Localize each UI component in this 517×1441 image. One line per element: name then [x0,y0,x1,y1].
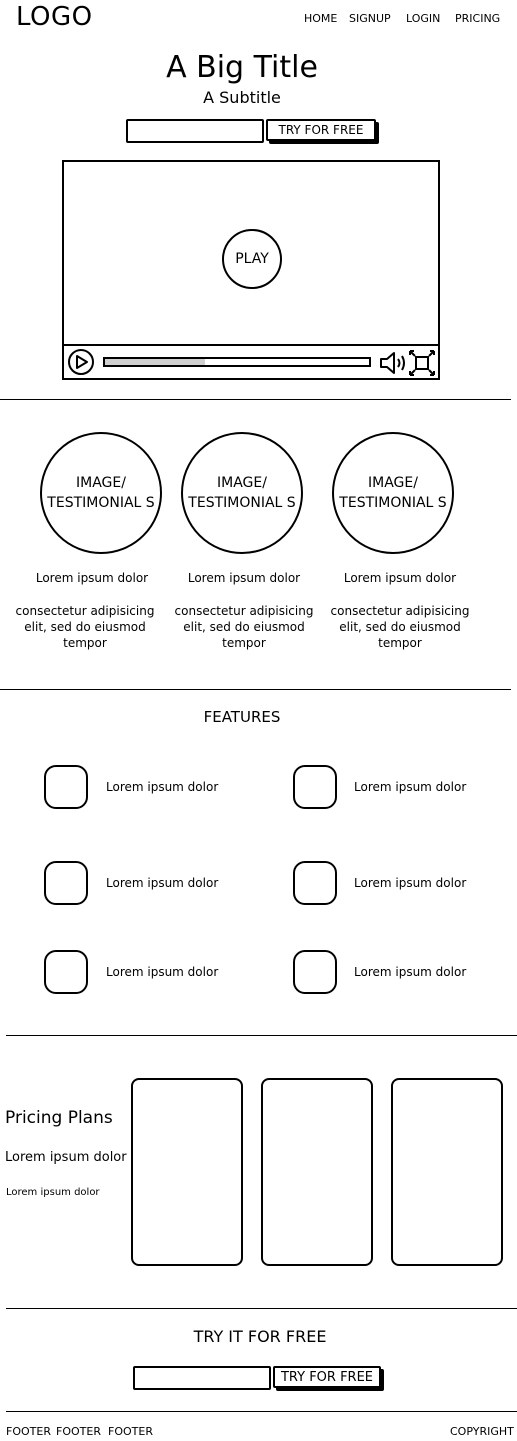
testimonial-image-2: IMAGE/ TESTIMONIAL S [181,432,303,554]
pricing-text: Lorem ipsum dolor [5,1150,127,1165]
page-title: A Big Title [166,50,318,85]
copyright: COPYRIGHT [450,1425,514,1438]
page-subtitle: A Subtitle [203,88,281,107]
video-progress-track[interactable] [103,357,371,367]
pricing-plan-card[interactable] [391,1078,503,1266]
testimonial-title-1: Lorem ipsum dolor [35,571,149,585]
footer-link-2[interactable]: FOOTER [56,1425,101,1438]
feature-label-2: Lorem ipsum dolor [354,780,467,794]
pricing-title: Pricing Plans [5,1108,113,1128]
testimonial-text-3: consectetur adipisicing elit, sed do eiu… [330,604,470,650]
footer-link-3[interactable]: FOOTER [108,1425,153,1438]
nav-signup[interactable]: SIGNUP [349,12,391,25]
section-divider [0,689,511,690]
testimonial-image-1: IMAGE/ TESTIMONIAL S [40,432,162,554]
feature-label-4: Lorem ipsum dolor [354,876,467,890]
bottom-signup-input[interactable] [133,1366,271,1390]
bottom-cta-title: TRY IT FOR FREE [193,1327,327,1346]
section-divider [6,1308,517,1309]
footer-divider [6,1411,517,1412]
testimonial-title-2: Lorem ipsum dolor [187,571,301,585]
logo[interactable]: LOGO [16,2,93,32]
testimonial-text-2: consectetur adipisicing elit, sed do eiu… [174,604,314,650]
feature-icon [44,861,88,905]
signup-input[interactable] [126,119,264,143]
video-player[interactable] [62,160,440,380]
nav-home[interactable]: HOME [304,12,338,25]
feature-label-3: Lorem ipsum dolor [106,876,219,890]
play-button[interactable]: PLAY [222,229,282,289]
pricing-subtext: Lorem ipsum dolor [6,1187,100,1198]
section-divider [0,399,511,400]
video-progress-fill [105,359,206,365]
feature-icon [44,950,88,994]
feature-icon [293,950,337,994]
fullscreen-icon[interactable] [408,349,436,377]
try-free-button[interactable]: TRY FOR FREE [266,119,376,141]
video-controls [62,344,440,380]
feature-icon [293,765,337,809]
nav-pricing[interactable]: PRICING [455,12,501,25]
pricing-plan-card[interactable] [261,1078,373,1266]
testimonial-text-1: consectetur adipisicing elit, sed do eiu… [15,604,155,650]
feature-icon [44,765,88,809]
feature-icon [293,861,337,905]
feature-label-5: Lorem ipsum dolor [106,965,219,979]
testimonial-image-3: IMAGE/ TESTIMONIAL S [332,432,454,554]
section-divider [6,1035,517,1036]
play-icon[interactable] [66,348,96,376]
bottom-try-free-button[interactable]: TRY FOR FREE [273,1366,381,1388]
nav-login[interactable]: LOGIN [406,12,441,25]
features-title: FEATURES [203,708,281,726]
pricing-plan-card[interactable] [131,1078,243,1266]
testimonial-title-3: Lorem ipsum dolor [343,571,457,585]
feature-label-6: Lorem ipsum dolor [354,965,467,979]
feature-label-1: Lorem ipsum dolor [106,780,219,794]
volume-icon[interactable] [378,350,408,376]
footer-link-1[interactable]: FOOTER [6,1425,51,1438]
